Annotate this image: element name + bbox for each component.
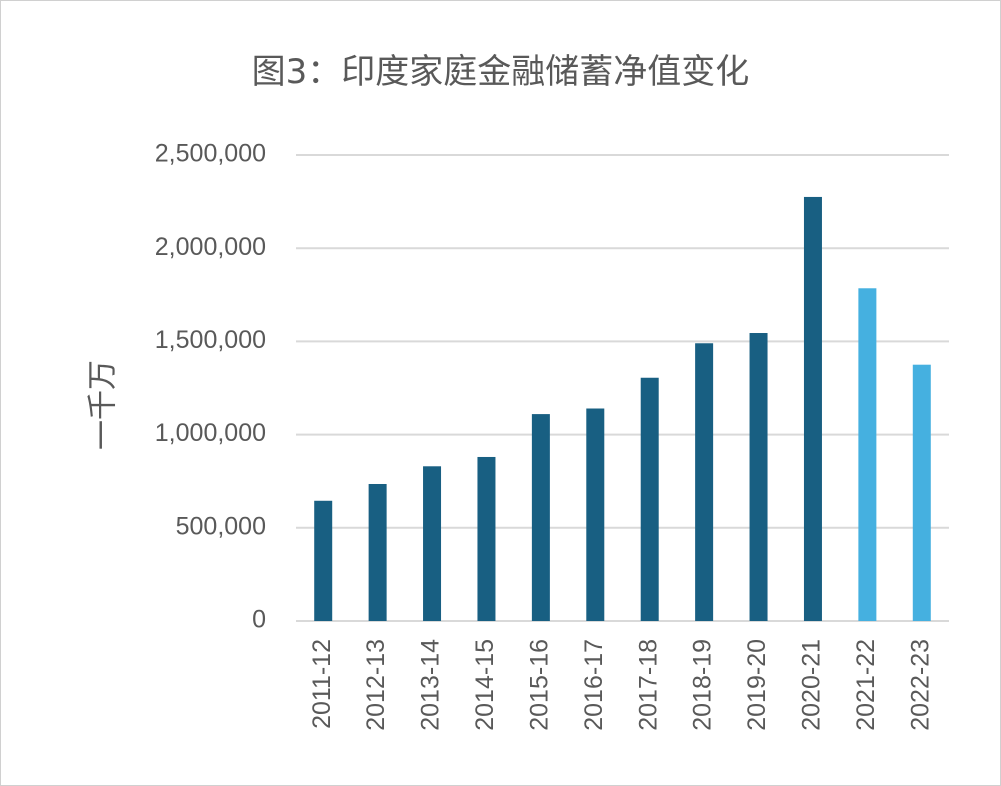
x-tick-label: 2022-23 bbox=[906, 639, 934, 731]
bar bbox=[695, 343, 714, 621]
x-tick-label: 2016-17 bbox=[580, 639, 608, 731]
x-tick-label: 2012-13 bbox=[362, 639, 390, 731]
y-tick-label: 1,000,000 bbox=[155, 419, 266, 447]
y-tick-labels: 0 500,000 1,000,000 1,500,000 2,000,000 2,500… bbox=[155, 140, 266, 634]
bar bbox=[912, 364, 931, 621]
y-tick-label: 0 bbox=[252, 606, 266, 634]
x-tick-label: 2017-18 bbox=[634, 639, 662, 731]
bar bbox=[858, 288, 877, 621]
y-tick-label: 2,500,000 bbox=[155, 140, 266, 168]
chart-title: 图3：印度家庭金融储蓄净值变化 bbox=[251, 52, 750, 92]
bar bbox=[586, 408, 605, 621]
y-axis-label: 一千万 bbox=[86, 360, 121, 450]
bar bbox=[368, 483, 387, 621]
bar bbox=[803, 196, 822, 621]
bar bbox=[314, 500, 333, 621]
y-tick-label: 1,500,000 bbox=[155, 326, 266, 354]
x-tick-label: 2018-19 bbox=[689, 639, 717, 731]
x-tick-label: 2013-14 bbox=[417, 639, 445, 731]
y-tick-label: 500,000 bbox=[176, 512, 266, 540]
x-tick-label: 2015-16 bbox=[525, 639, 553, 731]
x-tick-label: 2011-12 bbox=[308, 639, 336, 729]
bars bbox=[314, 196, 931, 621]
bar bbox=[477, 456, 496, 621]
gridlines bbox=[296, 154, 949, 622]
x-tick-label: 2021-22 bbox=[852, 639, 880, 731]
x-tick-label: 2020-21 bbox=[798, 639, 826, 731]
y-tick-label: 2,000,000 bbox=[155, 233, 266, 261]
x-tick-label: 2019-20 bbox=[743, 639, 771, 731]
bar bbox=[531, 414, 550, 621]
bar bbox=[640, 377, 659, 621]
x-tick-labels: 2011-12 2012-13 2013-14 2014-15 2015-16 2016-… bbox=[308, 639, 935, 731]
bar bbox=[423, 466, 442, 621]
x-tick-label: 2014-15 bbox=[471, 639, 499, 731]
bar bbox=[749, 333, 768, 621]
